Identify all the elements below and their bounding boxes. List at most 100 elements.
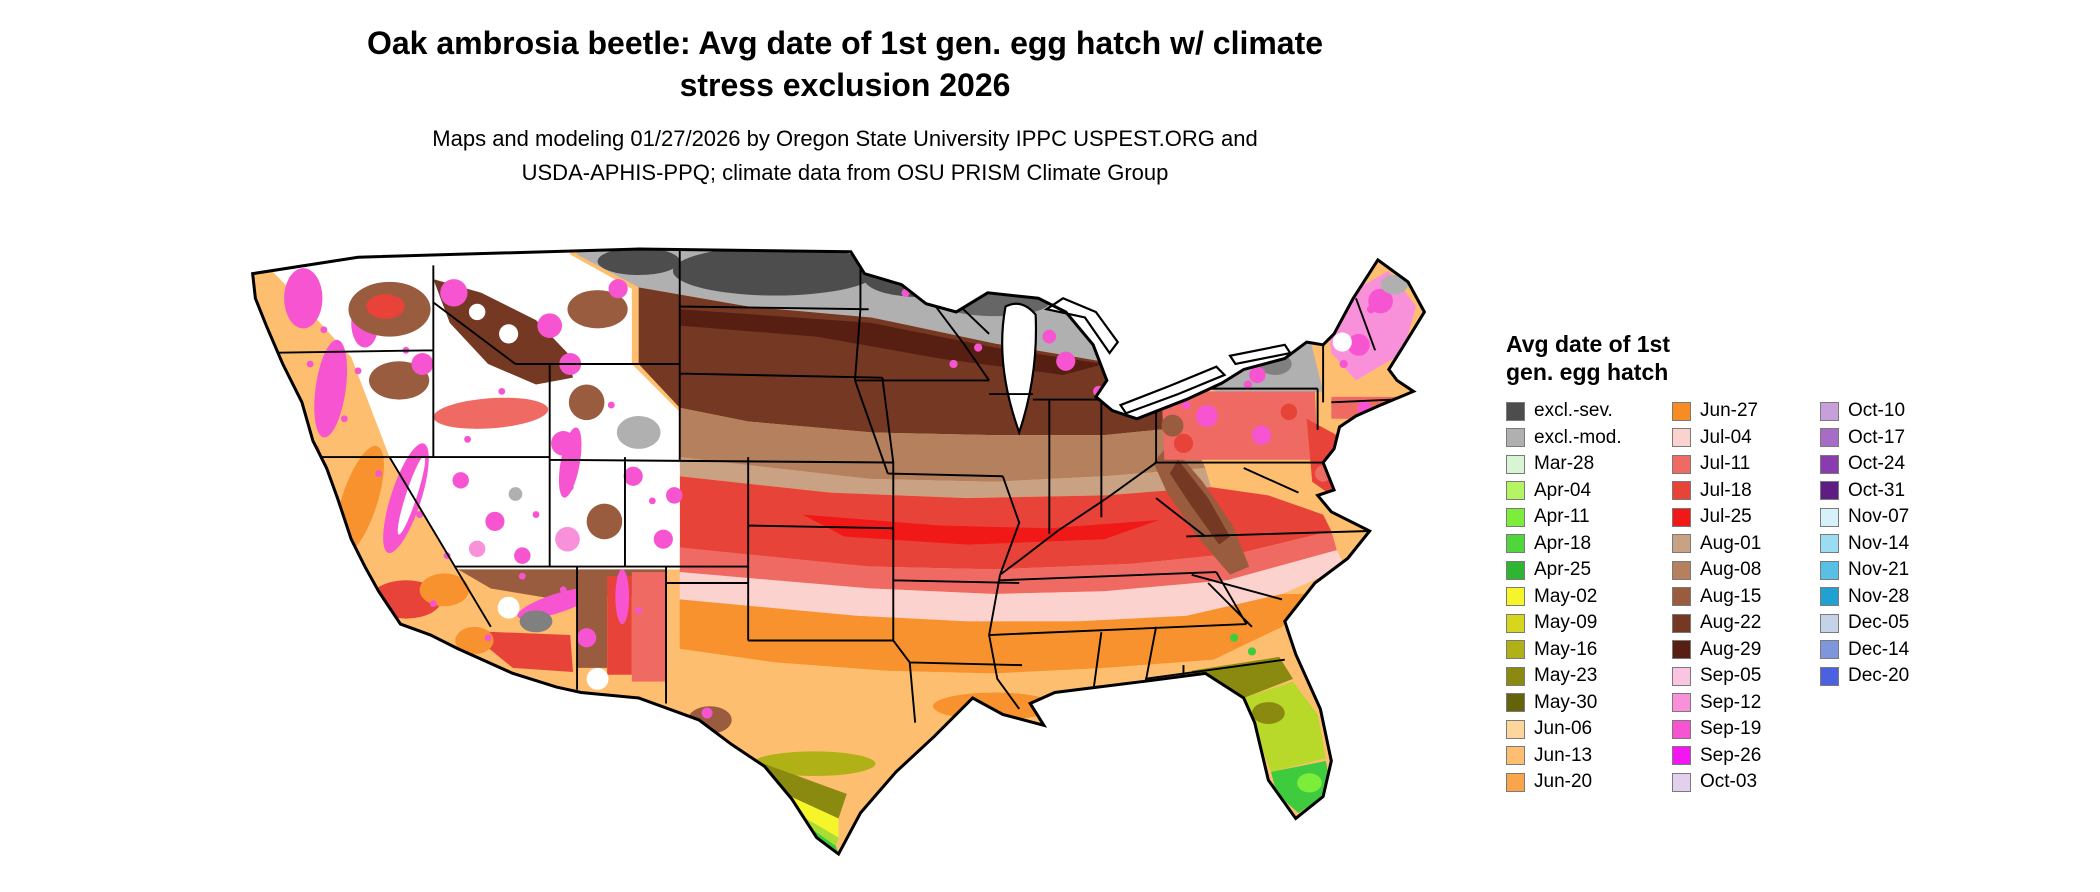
legend-item: Oct-31 [1820, 478, 1940, 505]
legend-item: Jul-04 [1672, 425, 1806, 452]
legend-swatch [1672, 428, 1691, 448]
legend-item: Aug-29 [1672, 637, 1806, 664]
legend-item: Sep-05 [1672, 663, 1806, 690]
legend-swatch [1506, 481, 1525, 501]
legend-label: Nov-21 [1848, 559, 1910, 581]
lake-erie [1118, 365, 1227, 415]
legend-label: Jul-04 [1700, 426, 1752, 448]
legend-item: Oct-10 [1820, 398, 1940, 425]
legend-column-2: Jun-27 Jul-04 Jul-11 Jul-18 Jul-25 Aug-01 Aug-… [1672, 398, 1806, 796]
legend-swatch [1506, 640, 1525, 660]
legend-item: May-02 [1506, 584, 1658, 611]
legend-label: Mar-28 [1534, 453, 1595, 475]
legend-item: Nov-14 [1820, 531, 1940, 558]
legend-swatch [1506, 560, 1525, 580]
legend-title-line1: Avg date of 1st [1506, 331, 1671, 357]
legend-label: Aug-01 [1700, 532, 1762, 554]
legend-item: Aug-22 [1672, 610, 1806, 637]
legend-swatch [1820, 613, 1839, 633]
legend-label: May-02 [1534, 585, 1598, 607]
legend-item: Aug-08 [1672, 557, 1806, 584]
legend-swatch [1672, 772, 1691, 792]
legend-item: Oct-24 [1820, 451, 1940, 478]
legend-label: Apr-25 [1534, 559, 1592, 581]
legend-label: May-30 [1534, 691, 1598, 713]
legend-item: Apr-04 [1506, 478, 1658, 505]
legend-item: Apr-11 [1506, 504, 1658, 531]
legend-label: Nov-07 [1848, 506, 1910, 528]
legend-item: Apr-18 [1506, 531, 1658, 558]
legend-swatch [1672, 640, 1691, 660]
legend-columns: excl.-sev. excl.-mod. Mar-28 Apr-04 Apr-11 Ap… [1506, 398, 1940, 796]
legend-label: Aug-08 [1700, 559, 1762, 581]
legend-label: Jul-11 [1700, 453, 1751, 475]
legend-label: Sep-05 [1700, 665, 1762, 687]
legend-swatch [1672, 534, 1691, 554]
legend-swatch [1820, 640, 1839, 660]
legend-label: May-09 [1534, 612, 1598, 634]
legend-label: Oct-17 [1848, 426, 1906, 448]
legend-swatch [1506, 666, 1525, 686]
legend-item: Sep-19 [1672, 716, 1806, 743]
title-line2: stress exclusion 2026 [679, 67, 1011, 104]
legend-item: Jun-20 [1506, 769, 1658, 796]
legend-swatch [1672, 481, 1691, 501]
title-line1: Oak ambrosia beetle: Avg date of 1st gen… [366, 25, 1324, 61]
legend-label: Nov-14 [1848, 532, 1910, 554]
legend-label: Nov-28 [1848, 585, 1910, 607]
legend-item: Nov-07 [1820, 504, 1940, 531]
legend-swatch [1506, 507, 1525, 527]
legend-swatch [1672, 613, 1691, 633]
legend-column-1: excl.-sev. excl.-mod. Mar-28 Apr-04 Apr-11 Ap… [1506, 398, 1658, 796]
subtitle-line1: Maps and modeling 01/27/2026 by Oregon S… [432, 126, 1258, 151]
legend-label: Aug-15 [1700, 585, 1762, 607]
legend-label: Sep-26 [1700, 744, 1762, 766]
legend-swatch [1672, 719, 1691, 739]
legend-label: excl.-sev. [1534, 400, 1613, 422]
magenta-speckles [306, 305, 1376, 642]
legend-swatch [1506, 401, 1525, 421]
legend-swatch [1820, 587, 1839, 607]
legend-label: Jun-20 [1534, 771, 1593, 793]
legend-item: Dec-20 [1820, 663, 1940, 690]
legend-label: Jun-06 [1534, 718, 1593, 740]
legend-swatch [1672, 454, 1691, 474]
legend-label: Aug-29 [1700, 638, 1762, 660]
legend-swatch [1506, 534, 1525, 554]
legend-item: Dec-14 [1820, 637, 1940, 664]
legend-label: excl.-mod. [1534, 426, 1622, 448]
legend-item: Jul-25 [1672, 504, 1806, 531]
legend-title: Avg date of 1st gen. egg hatch [1506, 330, 1940, 386]
legend-swatch [1506, 772, 1525, 792]
legend-label: Sep-12 [1700, 691, 1762, 713]
legend-swatch [1820, 454, 1839, 474]
legend-label: Dec-05 [1848, 612, 1910, 634]
subtitle-line2: USDA-APHIS-PPQ; climate data from OSU PR… [521, 160, 1169, 186]
legend-swatch [1506, 693, 1525, 713]
legend-label: Sep-19 [1700, 718, 1762, 740]
legend-item: Jun-06 [1506, 716, 1658, 743]
legend-swatch [1506, 719, 1525, 739]
legend-swatch [1672, 746, 1691, 766]
legend-label: Oct-03 [1700, 771, 1758, 793]
legend-item: Sep-12 [1672, 690, 1806, 717]
legend-label: May-16 [1534, 638, 1598, 660]
legend-label: Jul-18 [1700, 479, 1752, 501]
legend-label: Apr-04 [1534, 479, 1592, 501]
legend-label: Jul-25 [1700, 506, 1752, 528]
legend-swatch [1820, 401, 1839, 421]
legend-item: May-23 [1506, 663, 1658, 690]
legend-item: Oct-03 [1672, 769, 1806, 796]
legend-label: Aug-22 [1700, 612, 1762, 634]
legend-item: Aug-15 [1672, 584, 1806, 611]
us-map [228, 226, 1460, 888]
legend-label: Oct-31 [1848, 479, 1906, 501]
legend-label: Oct-24 [1848, 453, 1906, 475]
legend-swatch [1820, 560, 1839, 580]
legend-item: Mar-28 [1506, 451, 1658, 478]
legend-item: May-09 [1506, 610, 1658, 637]
legend-item: Sep-26 [1672, 743, 1806, 770]
legend-swatch [1672, 693, 1691, 713]
legend-item: Dec-05 [1820, 610, 1940, 637]
legend-item: Nov-28 [1820, 584, 1940, 611]
